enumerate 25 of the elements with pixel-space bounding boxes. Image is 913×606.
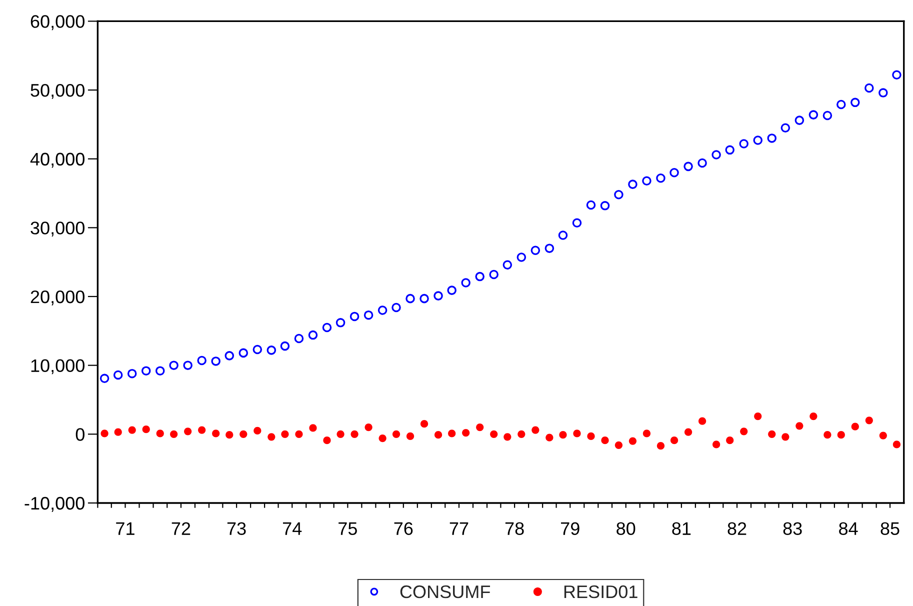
x-tick-label: 79	[561, 522, 580, 535]
x-tick-label: 74	[283, 522, 302, 535]
legend-label: CONSUMF	[400, 585, 490, 598]
x-tick-label: 84	[839, 522, 858, 535]
x-tick-label: 82	[728, 522, 746, 535]
x-tick-label: 81	[672, 522, 691, 535]
x-tick-label: 73	[227, 522, 246, 535]
y-tick-label: 50,000	[30, 84, 84, 99]
x-tick-label: 72	[172, 522, 190, 535]
legend-label: RESID01	[564, 585, 638, 598]
x-tick-label: 83	[783, 522, 802, 535]
x-tick-label: 80	[616, 522, 636, 535]
x-tick-label: 78	[505, 522, 524, 535]
y-tick-label: 40,000	[30, 152, 84, 168]
x-tick-label: 75	[338, 522, 357, 535]
x-tick-label: 77	[450, 522, 468, 535]
y-tick-label: 30,000	[30, 222, 84, 237]
x-tick-label: 76	[394, 522, 413, 535]
y-tick-label: 0	[76, 428, 84, 441]
y-tick-label: -10,000	[24, 496, 84, 512]
y-tick-label: 60,000	[30, 15, 84, 30]
x-tick-label: 85	[880, 522, 900, 535]
y-tick-label: 10,000	[31, 359, 84, 374]
x-tick-label: 71	[116, 522, 134, 535]
y-tick-label: 20,000	[30, 290, 84, 306]
